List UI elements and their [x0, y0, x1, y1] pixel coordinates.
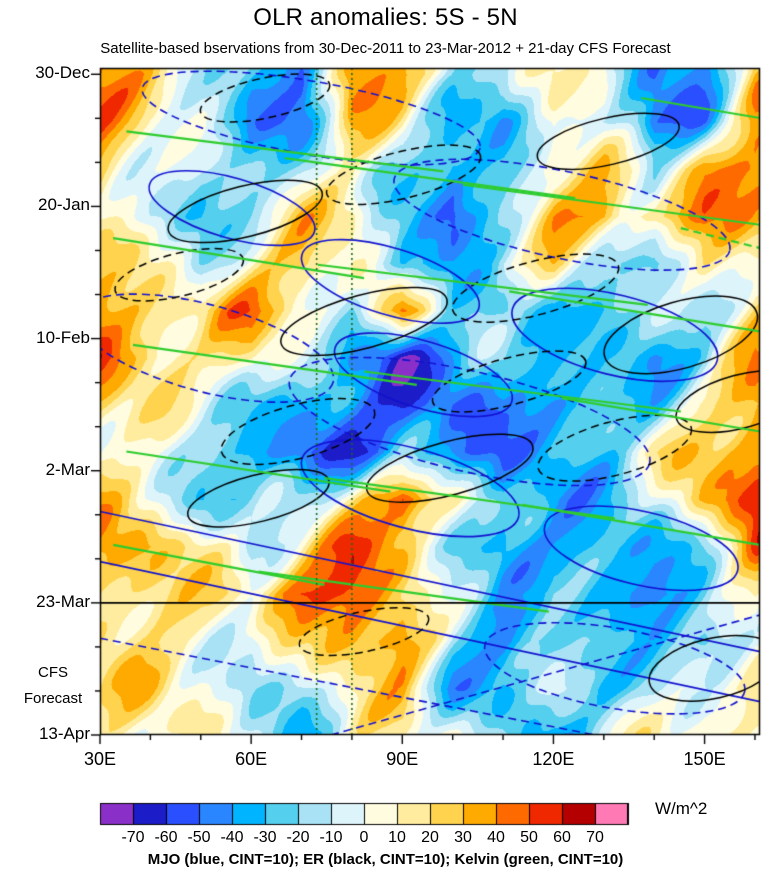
colorbar-tick--40: -40	[220, 829, 244, 846]
colorbar-tick-70: 70	[586, 829, 604, 846]
colorbar-tick-30: 30	[454, 829, 472, 846]
colorbar-tick-50: 50	[520, 829, 538, 846]
forecast-label-line2: Forecast	[23, 690, 83, 707]
colorbar-tick-0: 0	[359, 829, 369, 846]
x-tick-label-30E: 30E	[83, 749, 117, 769]
y-tick-label-2-Mar: 2-Mar	[45, 459, 90, 479]
x-tick-label-120E: 120E	[532, 749, 575, 769]
x-tick-label-150E: 150E	[683, 749, 726, 769]
colorbar-tick-20: 20	[421, 829, 439, 846]
x-tick-label-90E: 90E	[386, 749, 419, 769]
colorbar-tick--30: -30	[253, 829, 277, 846]
legend-caption: MJO (blue, CINT=10); ER (black, CINT=10)…	[147, 851, 624, 868]
colorbar-units: W/m^2	[655, 799, 708, 818]
x-tick-label-60E: 60E	[235, 749, 268, 769]
colorbar-tick--50: -50	[187, 829, 211, 846]
colorbar-tick-40: 40	[487, 829, 505, 846]
forecast-label: CFS Forecast	[13, 660, 93, 712]
colorbar-tick--70: -70	[121, 829, 145, 846]
forecast-label-line1: CFS	[38, 664, 68, 681]
colorbar-tick-10: 10	[388, 829, 406, 846]
chart-subtitle: Satellite-based bservations from 30-Dec-…	[100, 40, 671, 57]
y-tick-label-10-Feb: 10-Feb	[36, 327, 90, 347]
colorbar-tick--60: -60	[154, 829, 178, 846]
y-tick-label-20-Jan: 20-Jan	[38, 195, 90, 215]
colorbar-tick-60: 60	[553, 829, 571, 846]
colorbar-tick--10: -10	[319, 829, 343, 846]
y-tick-label-30-Dec: 30-Dec	[35, 63, 90, 83]
chart-title: OLR anomalies: 5S - 5N	[253, 4, 518, 31]
colorbar-tick--20: -20	[286, 829, 310, 846]
y-tick-label-23-Mar: 23-Mar	[36, 591, 90, 611]
y-tick-label-13-Apr: 13-Apr	[38, 724, 90, 743]
